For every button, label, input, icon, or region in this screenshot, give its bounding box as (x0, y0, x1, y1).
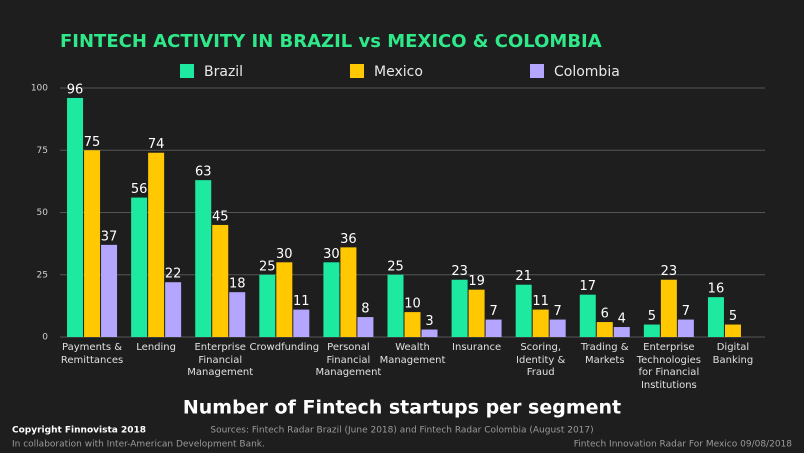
bar (165, 282, 182, 337)
bar (293, 309, 310, 337)
value-label: 56 (131, 182, 148, 197)
value-label: 45 (212, 209, 229, 224)
value-label: 7 (554, 304, 562, 319)
x-tick-label: Digital Banking (712, 342, 754, 366)
bar (229, 292, 246, 337)
legend-label: Brazil (204, 64, 243, 80)
value-label: 23 (451, 264, 468, 279)
bar (707, 297, 724, 337)
footer-right: Fintech Innovation Radar For Mexico 09/0… (574, 440, 793, 450)
x-tick-label: Personal Financial Management (315, 342, 382, 378)
bar (643, 324, 660, 337)
bar (549, 319, 566, 337)
bar (468, 289, 485, 337)
value-label: 11 (532, 294, 549, 309)
bar (323, 262, 340, 337)
bar (515, 284, 532, 337)
x-tick-label: Trading & Markets (580, 342, 629, 366)
x-tick-label: Lending (136, 342, 176, 353)
y-tick-label: 100 (31, 84, 48, 94)
legend-swatch (180, 64, 194, 78)
value-label: 11 (293, 294, 310, 309)
chart-title: FINTECH ACTIVITY IN BRAZIL vs MEXICO & C… (60, 31, 602, 52)
value-label: 6 (601, 307, 609, 322)
value-label: 17 (579, 279, 596, 294)
bar (84, 150, 101, 337)
value-label: 7 (489, 304, 497, 319)
value-label: 19 (468, 274, 485, 289)
legend-swatch (530, 64, 544, 78)
value-label: 74 (148, 137, 165, 152)
bar (421, 329, 438, 337)
y-tick-label: 0 (42, 333, 48, 343)
value-label: 37 (101, 229, 118, 244)
bar (259, 274, 276, 337)
collaboration: In collaboration with Inter-American Dev… (12, 440, 265, 450)
value-label: 16 (708, 282, 725, 297)
value-label: 96 (67, 82, 84, 97)
x-tick-label: Insurance (452, 342, 502, 353)
value-label: 22 (165, 267, 182, 282)
bar (357, 317, 374, 337)
legend-swatch (350, 64, 364, 78)
bar (532, 309, 549, 337)
value-label: 3 (425, 314, 433, 329)
y-tick-label: 50 (37, 208, 49, 218)
bar (340, 247, 357, 337)
copyright: Copyright Finnovista 2018 (12, 426, 146, 436)
y-tick-label: 25 (37, 270, 48, 280)
bar (613, 327, 630, 337)
x-tick-label: Crowdfunding (249, 342, 320, 353)
bar (677, 319, 694, 337)
x-tick-label: Payments & Remittances (60, 342, 124, 366)
chart-subtitle: Number of Fintech startups per segment (183, 397, 621, 419)
bar (101, 244, 118, 337)
bar (195, 180, 212, 337)
bar (67, 97, 84, 338)
value-label: 30 (323, 247, 340, 262)
x-tick-label: Enterprise Technologies for Financial In… (636, 342, 701, 391)
value-label: 25 (259, 259, 276, 274)
value-label: 63 (195, 165, 212, 180)
value-label: 75 (84, 135, 101, 150)
value-label: 4 (618, 312, 626, 327)
legend-label: Mexico (374, 64, 423, 80)
bar (724, 324, 741, 337)
value-label: 8 (361, 302, 369, 317)
bar (212, 224, 229, 337)
value-label: 7 (682, 304, 690, 319)
value-label: 5 (648, 309, 656, 324)
bar (451, 279, 468, 337)
bar (579, 294, 596, 337)
value-label: 25 (387, 259, 404, 274)
value-label: 5 (729, 309, 737, 324)
x-tick-label: Scoring, Identity & Fraud (516, 342, 566, 378)
x-tick-label: Enterprise Financial Management (187, 342, 254, 378)
y-tick-label: 75 (37, 146, 48, 156)
bar (485, 319, 502, 337)
bar (660, 279, 677, 337)
bar (131, 197, 148, 337)
sources: Sources: Fintech Radar Brazil (June 2018… (210, 426, 593, 436)
value-label: 36 (340, 232, 357, 247)
bar (148, 152, 165, 337)
legend-label: Colombia (554, 64, 620, 80)
x-tick-label: Wealth Management (379, 342, 446, 366)
bar (276, 262, 293, 337)
bar (404, 312, 421, 337)
value-label: 21 (515, 269, 532, 284)
bar (387, 274, 404, 337)
value-label: 30 (276, 247, 293, 262)
value-label: 23 (661, 264, 678, 279)
value-label: 18 (229, 277, 246, 292)
bar (596, 322, 613, 337)
value-label: 10 (404, 297, 421, 312)
